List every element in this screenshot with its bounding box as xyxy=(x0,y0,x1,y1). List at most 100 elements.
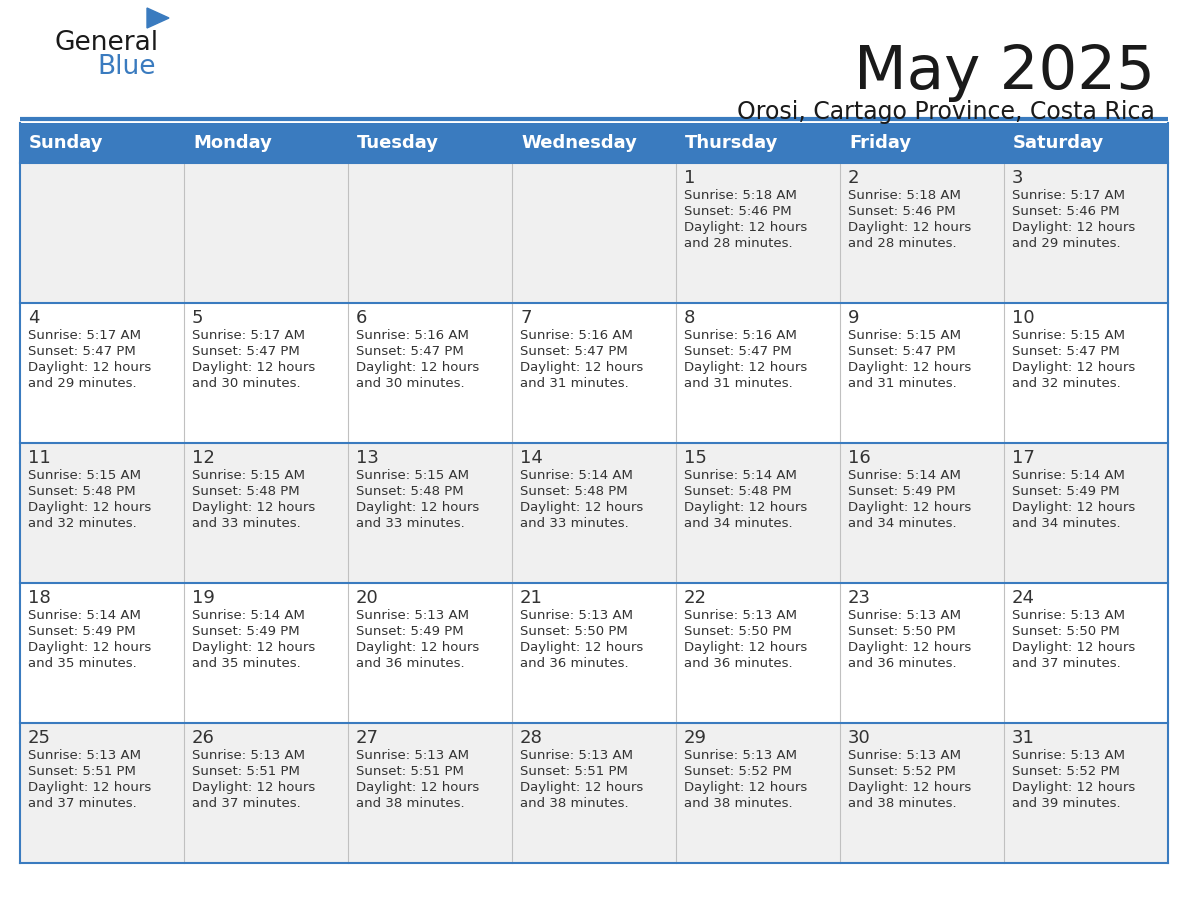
Text: and 37 minutes.: and 37 minutes. xyxy=(192,797,301,810)
Text: Sunrise: 5:13 AM: Sunrise: 5:13 AM xyxy=(520,749,633,762)
Text: 13: 13 xyxy=(356,449,379,467)
Text: Sunset: 5:50 PM: Sunset: 5:50 PM xyxy=(684,625,791,638)
Text: and 33 minutes.: and 33 minutes. xyxy=(356,517,465,530)
Text: 8: 8 xyxy=(684,309,695,327)
Text: Sunrise: 5:13 AM: Sunrise: 5:13 AM xyxy=(848,749,961,762)
Text: Sunset: 5:49 PM: Sunset: 5:49 PM xyxy=(29,625,135,638)
Text: Sunset: 5:47 PM: Sunset: 5:47 PM xyxy=(1012,345,1120,358)
Text: Sunset: 5:48 PM: Sunset: 5:48 PM xyxy=(356,485,463,498)
Text: Daylight: 12 hours: Daylight: 12 hours xyxy=(1012,781,1136,794)
Bar xyxy=(20,163,1168,303)
Text: 23: 23 xyxy=(848,589,871,607)
Text: and 31 minutes.: and 31 minutes. xyxy=(684,377,792,390)
Text: Daylight: 12 hours: Daylight: 12 hours xyxy=(520,641,643,654)
Text: Sunrise: 5:13 AM: Sunrise: 5:13 AM xyxy=(356,609,469,622)
Text: and 37 minutes.: and 37 minutes. xyxy=(29,797,137,810)
Text: 5: 5 xyxy=(192,309,203,327)
Text: Daylight: 12 hours: Daylight: 12 hours xyxy=(1012,641,1136,654)
Text: 6: 6 xyxy=(356,309,367,327)
Text: Daylight: 12 hours: Daylight: 12 hours xyxy=(29,501,151,514)
Text: and 38 minutes.: and 38 minutes. xyxy=(356,797,465,810)
Text: 29: 29 xyxy=(684,729,707,747)
Text: 1: 1 xyxy=(684,169,695,187)
Text: and 38 minutes.: and 38 minutes. xyxy=(684,797,792,810)
Text: Daylight: 12 hours: Daylight: 12 hours xyxy=(684,361,808,374)
Text: Monday: Monday xyxy=(192,134,272,152)
Text: Sunset: 5:51 PM: Sunset: 5:51 PM xyxy=(29,765,135,778)
Text: Sunrise: 5:17 AM: Sunrise: 5:17 AM xyxy=(192,329,305,342)
Text: Sunrise: 5:16 AM: Sunrise: 5:16 AM xyxy=(684,329,797,342)
Text: 2: 2 xyxy=(848,169,859,187)
Text: Daylight: 12 hours: Daylight: 12 hours xyxy=(356,641,479,654)
Text: Sunset: 5:47 PM: Sunset: 5:47 PM xyxy=(848,345,956,358)
Text: Sunrise: 5:14 AM: Sunrise: 5:14 AM xyxy=(1012,469,1125,482)
Text: Sunset: 5:52 PM: Sunset: 5:52 PM xyxy=(1012,765,1120,778)
Text: 3: 3 xyxy=(1012,169,1024,187)
Text: Daylight: 12 hours: Daylight: 12 hours xyxy=(356,361,479,374)
Text: and 32 minutes.: and 32 minutes. xyxy=(1012,377,1120,390)
Text: Sunrise: 5:13 AM: Sunrise: 5:13 AM xyxy=(684,749,797,762)
Text: Orosi, Cartago Province, Costa Rica: Orosi, Cartago Province, Costa Rica xyxy=(737,100,1155,124)
Text: Sunrise: 5:13 AM: Sunrise: 5:13 AM xyxy=(356,749,469,762)
Text: and 36 minutes.: and 36 minutes. xyxy=(356,657,465,670)
Text: Sunrise: 5:15 AM: Sunrise: 5:15 AM xyxy=(192,469,305,482)
Text: 14: 14 xyxy=(520,449,543,467)
Text: Sunrise: 5:16 AM: Sunrise: 5:16 AM xyxy=(520,329,633,342)
Text: 10: 10 xyxy=(1012,309,1035,327)
Text: and 28 minutes.: and 28 minutes. xyxy=(684,237,792,250)
Text: Sunrise: 5:14 AM: Sunrise: 5:14 AM xyxy=(192,609,305,622)
Text: 20: 20 xyxy=(356,589,379,607)
Text: and 33 minutes.: and 33 minutes. xyxy=(520,517,628,530)
Text: Daylight: 12 hours: Daylight: 12 hours xyxy=(848,781,972,794)
Text: Sunrise: 5:18 AM: Sunrise: 5:18 AM xyxy=(684,189,797,202)
Text: 15: 15 xyxy=(684,449,707,467)
Text: 25: 25 xyxy=(29,729,51,747)
Text: Sunrise: 5:15 AM: Sunrise: 5:15 AM xyxy=(356,469,469,482)
Text: 7: 7 xyxy=(520,309,531,327)
Text: Sunrise: 5:13 AM: Sunrise: 5:13 AM xyxy=(848,609,961,622)
Text: and 34 minutes.: and 34 minutes. xyxy=(1012,517,1120,530)
Text: and 30 minutes.: and 30 minutes. xyxy=(192,377,301,390)
Text: and 31 minutes.: and 31 minutes. xyxy=(520,377,628,390)
Text: Thursday: Thursday xyxy=(685,134,778,152)
Text: Sunrise: 5:13 AM: Sunrise: 5:13 AM xyxy=(192,749,305,762)
Text: Sunrise: 5:14 AM: Sunrise: 5:14 AM xyxy=(29,609,141,622)
Text: and 39 minutes.: and 39 minutes. xyxy=(1012,797,1120,810)
Text: Sunset: 5:47 PM: Sunset: 5:47 PM xyxy=(520,345,627,358)
Text: Sunrise: 5:13 AM: Sunrise: 5:13 AM xyxy=(1012,749,1125,762)
Text: 4: 4 xyxy=(29,309,39,327)
Text: 31: 31 xyxy=(1012,729,1035,747)
Text: Sunrise: 5:15 AM: Sunrise: 5:15 AM xyxy=(29,469,141,482)
Text: Sunset: 5:48 PM: Sunset: 5:48 PM xyxy=(29,485,135,498)
Text: 28: 28 xyxy=(520,729,543,747)
Text: Sunrise: 5:16 AM: Sunrise: 5:16 AM xyxy=(356,329,469,342)
Text: Sunset: 5:49 PM: Sunset: 5:49 PM xyxy=(1012,485,1119,498)
Text: Daylight: 12 hours: Daylight: 12 hours xyxy=(1012,501,1136,514)
Text: Sunrise: 5:15 AM: Sunrise: 5:15 AM xyxy=(1012,329,1125,342)
Text: and 34 minutes.: and 34 minutes. xyxy=(848,517,956,530)
Text: Sunrise: 5:14 AM: Sunrise: 5:14 AM xyxy=(848,469,961,482)
Text: Daylight: 12 hours: Daylight: 12 hours xyxy=(684,501,808,514)
Text: General: General xyxy=(55,30,159,56)
Text: Sunset: 5:52 PM: Sunset: 5:52 PM xyxy=(848,765,956,778)
Text: 19: 19 xyxy=(192,589,215,607)
Text: Sunset: 5:51 PM: Sunset: 5:51 PM xyxy=(356,765,463,778)
Text: 27: 27 xyxy=(356,729,379,747)
Text: 30: 30 xyxy=(848,729,871,747)
Text: Daylight: 12 hours: Daylight: 12 hours xyxy=(684,221,808,234)
Text: Blue: Blue xyxy=(97,54,156,80)
Text: 11: 11 xyxy=(29,449,51,467)
Text: 12: 12 xyxy=(192,449,215,467)
Text: Sunrise: 5:14 AM: Sunrise: 5:14 AM xyxy=(684,469,797,482)
Text: Daylight: 12 hours: Daylight: 12 hours xyxy=(356,781,479,794)
Text: Sunset: 5:47 PM: Sunset: 5:47 PM xyxy=(356,345,463,358)
Text: Sunset: 5:51 PM: Sunset: 5:51 PM xyxy=(520,765,628,778)
Bar xyxy=(20,443,1168,583)
Text: Sunrise: 5:17 AM: Sunrise: 5:17 AM xyxy=(1012,189,1125,202)
Bar xyxy=(20,123,1168,163)
Text: and 30 minutes.: and 30 minutes. xyxy=(356,377,465,390)
Text: Daylight: 12 hours: Daylight: 12 hours xyxy=(29,781,151,794)
Text: Sunset: 5:47 PM: Sunset: 5:47 PM xyxy=(192,345,299,358)
Text: Sunset: 5:46 PM: Sunset: 5:46 PM xyxy=(684,205,791,218)
Text: Sunset: 5:46 PM: Sunset: 5:46 PM xyxy=(1012,205,1119,218)
